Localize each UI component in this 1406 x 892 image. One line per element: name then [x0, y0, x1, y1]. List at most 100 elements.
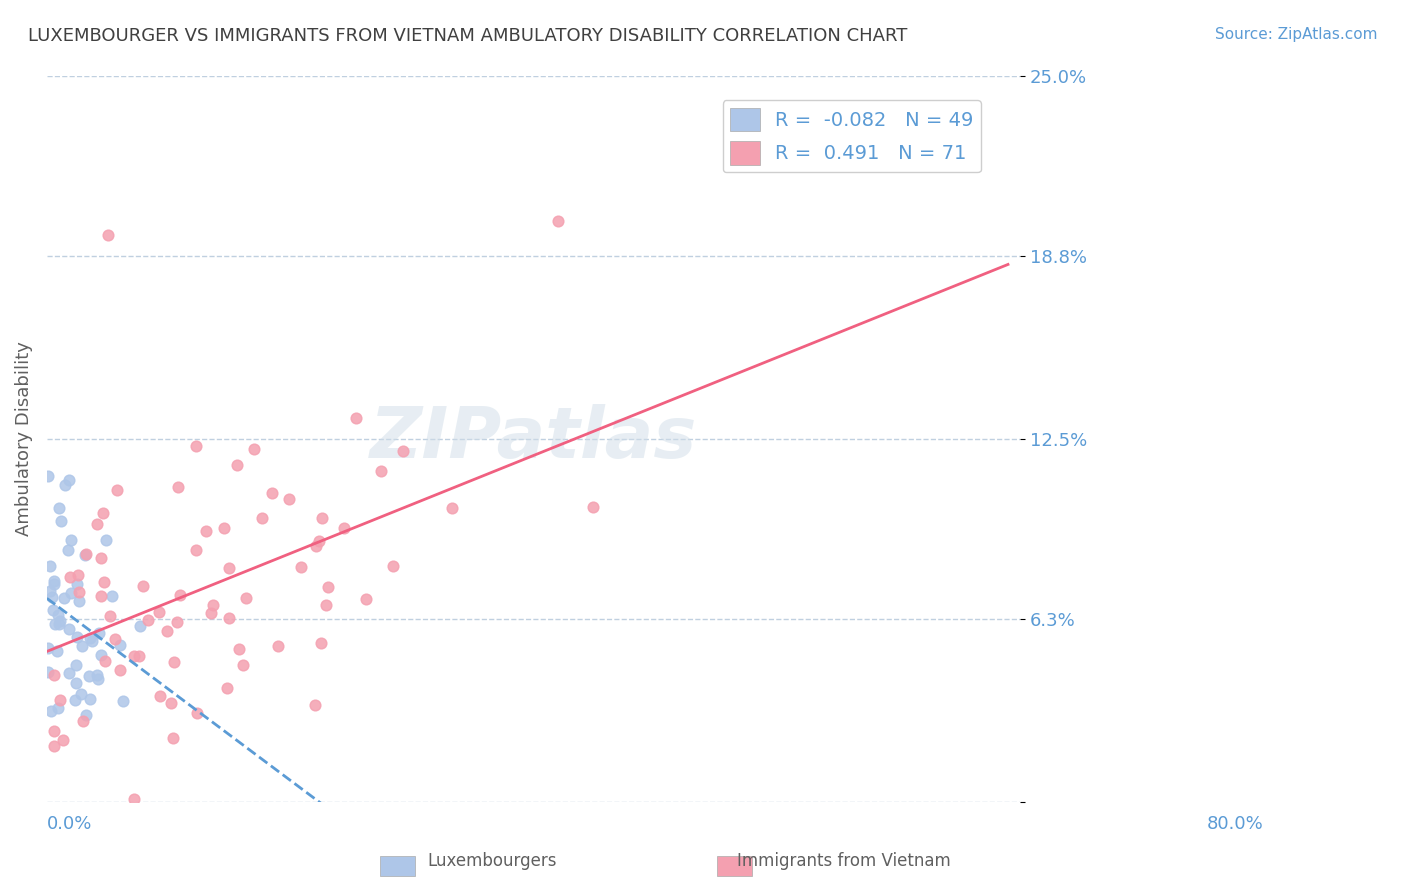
Point: [77, 669, 100, 683]
Point: [149, 690, 172, 704]
Point: [42, 668, 65, 682]
Point: [547, 214, 569, 228]
Point: [93, 574, 115, 589]
Point: [225, 458, 247, 473]
Point: [63, 693, 86, 707]
Point: [184, 439, 207, 453]
Point: [42, 577, 65, 591]
Point: [66, 577, 89, 591]
Point: [58, 570, 80, 584]
Point: [344, 410, 367, 425]
Point: [108, 664, 131, 678]
Point: [104, 632, 127, 646]
Text: Immigrants from Vietnam: Immigrants from Vietnam: [737, 852, 950, 870]
Point: [46, 644, 69, 658]
Point: [52, 732, 75, 747]
Point: [148, 605, 170, 619]
Text: Source: ZipAtlas.com: Source: ZipAtlas.com: [1215, 27, 1378, 42]
Point: [70, 687, 93, 701]
Point: [582, 500, 605, 514]
Point: [218, 561, 240, 575]
Point: [215, 681, 238, 696]
Point: [66, 567, 89, 582]
Point: [311, 635, 333, 649]
Point: [277, 492, 299, 507]
Point: [46, 701, 69, 715]
Point: [159, 696, 181, 710]
Point: [90, 589, 112, 603]
Point: [267, 639, 290, 653]
Point: [66, 630, 89, 644]
Point: [391, 443, 413, 458]
Point: [65, 658, 87, 673]
Point: [72, 714, 94, 729]
Point: [94, 533, 117, 547]
Point: [87, 672, 110, 686]
Point: [73, 548, 96, 562]
Point: [58, 473, 80, 487]
Point: [37, 469, 59, 483]
Point: [42, 724, 65, 739]
Point: [80, 633, 103, 648]
Point: [186, 706, 208, 720]
Point: [122, 792, 145, 806]
Point: [354, 592, 377, 607]
Point: [235, 591, 257, 605]
Point: [166, 615, 188, 629]
Point: [184, 543, 207, 558]
Point: [162, 731, 184, 746]
Y-axis label: Ambulatory Disability: Ambulatory Disability: [15, 342, 32, 536]
Point: [58, 665, 80, 680]
Point: [39, 705, 62, 719]
Point: [250, 511, 273, 525]
Point: [167, 480, 190, 494]
Point: [108, 638, 131, 652]
Point: [315, 598, 337, 612]
Point: [195, 524, 218, 538]
Point: [90, 551, 112, 566]
Point: [305, 539, 328, 553]
Point: [37, 665, 59, 680]
Point: [370, 464, 392, 478]
Point: [58, 622, 80, 636]
Point: [94, 654, 117, 668]
Point: [38, 584, 60, 599]
Point: [79, 691, 101, 706]
Point: [155, 624, 177, 639]
Point: [228, 642, 250, 657]
Point: [86, 667, 108, 681]
Point: [200, 606, 222, 620]
Point: [98, 609, 121, 624]
Point: [49, 614, 72, 628]
Point: [243, 442, 266, 457]
Point: [132, 578, 155, 592]
Point: [49, 514, 72, 528]
Point: [333, 521, 356, 535]
Point: [48, 616, 70, 631]
Point: [70, 639, 93, 653]
Point: [46, 608, 69, 623]
Point: [44, 616, 66, 631]
Point: [163, 655, 186, 669]
Point: [79, 631, 101, 645]
Point: [90, 648, 112, 663]
Text: 0.0%: 0.0%: [46, 815, 93, 833]
Text: LUXEMBOURGER VS IMMIGRANTS FROM VIETNAM AMBULATORY DISABILITY CORRELATION CHART: LUXEMBOURGER VS IMMIGRANTS FROM VIETNAM …: [28, 27, 907, 45]
Point: [87, 626, 110, 640]
Point: [67, 585, 90, 599]
Point: [60, 533, 83, 547]
Point: [260, 486, 283, 500]
Point: [67, 594, 90, 608]
Point: [212, 521, 235, 535]
Point: [122, 648, 145, 663]
Point: [218, 611, 240, 625]
Legend: R =  -0.082   N = 49, R =  0.491   N = 71: R = -0.082 N = 49, R = 0.491 N = 71: [723, 100, 981, 172]
Point: [97, 228, 120, 243]
Point: [37, 640, 59, 655]
Point: [75, 707, 97, 722]
Point: [59, 586, 82, 600]
Point: [308, 533, 330, 548]
Point: [304, 698, 326, 713]
Point: [38, 558, 60, 573]
Point: [441, 500, 464, 515]
